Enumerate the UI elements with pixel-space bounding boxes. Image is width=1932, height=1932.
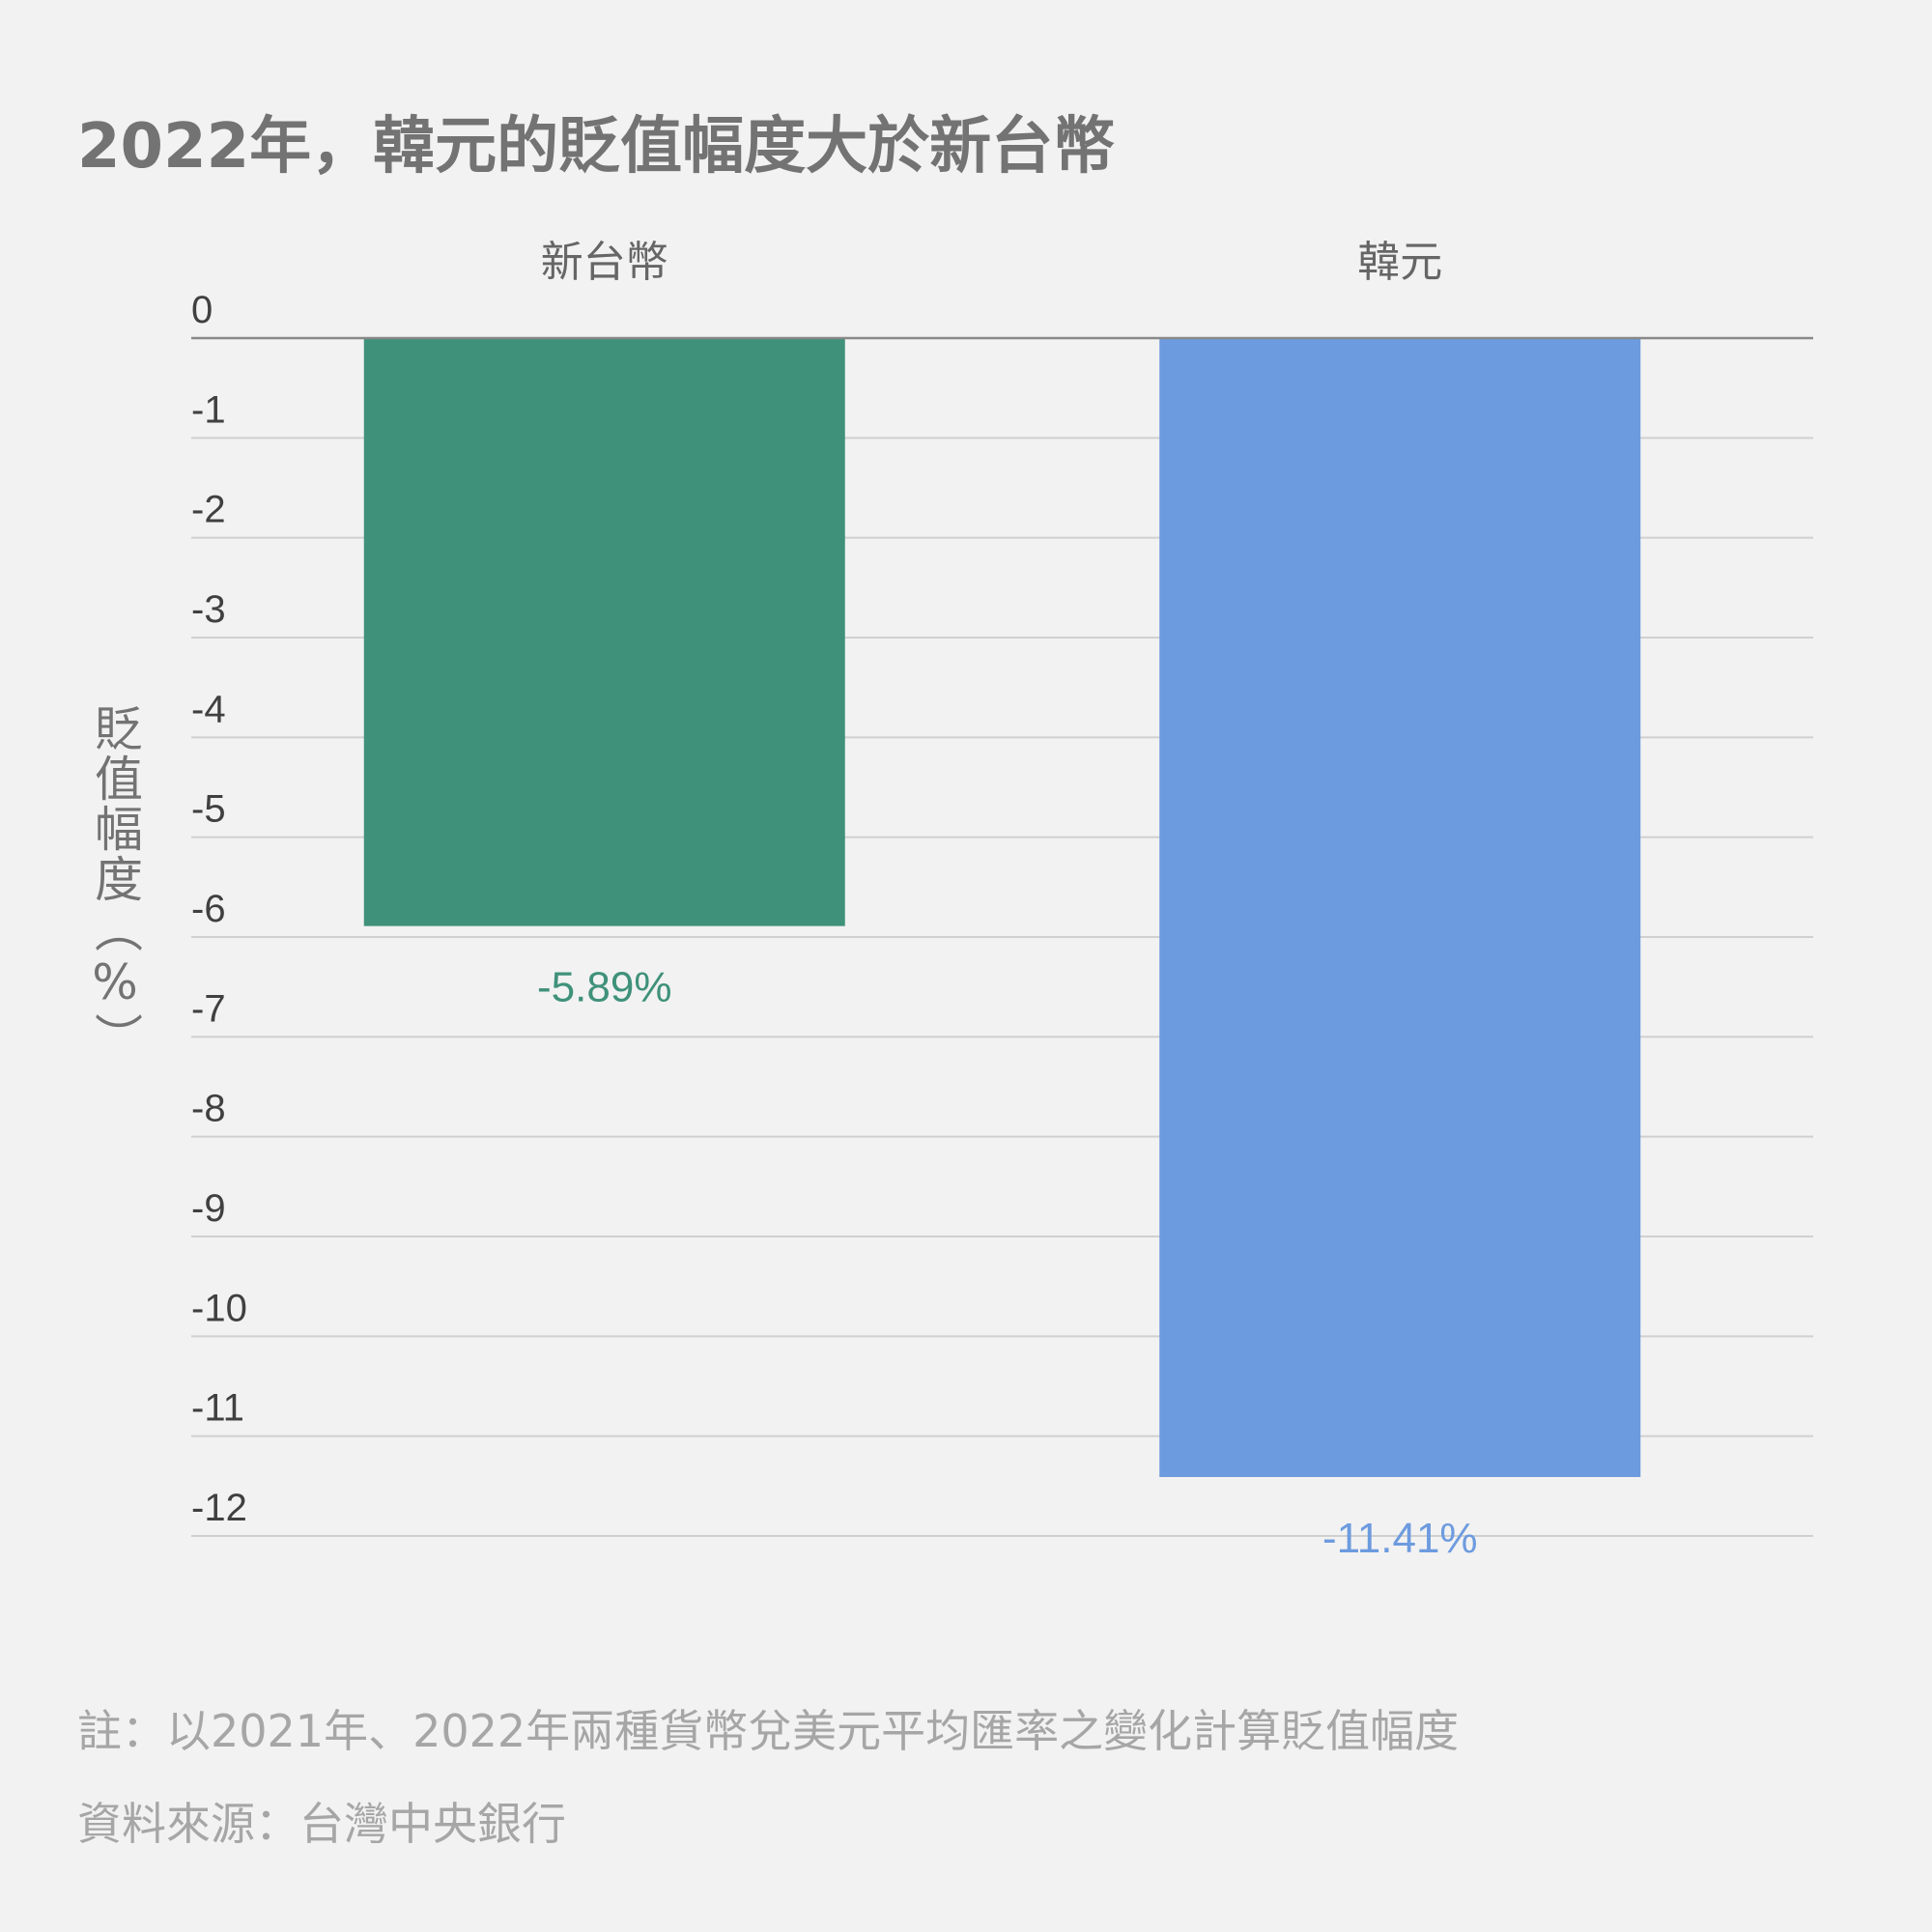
category-label: 韓元: [1357, 238, 1442, 287]
category-label: 新台幣: [541, 238, 668, 287]
y-tick-label: 0: [191, 289, 213, 331]
bar-krw: [1159, 338, 1641, 1478]
y-tick-label: -10: [191, 1287, 247, 1329]
y-tick-label: -8: [191, 1088, 226, 1130]
y-tick-label: -9: [191, 1187, 226, 1230]
chart-title: 2022年，韓元的貶值幅度大於新台幣: [77, 111, 1116, 183]
y-tick-label: -12: [191, 1487, 247, 1529]
y-tick-label: -3: [191, 588, 226, 631]
y-axis-label: 貶值幅度（%）: [87, 703, 143, 1063]
y-tick-label: -6: [191, 888, 226, 930]
y-tick-label: -4: [191, 688, 226, 730]
y-tick-label: -5: [191, 788, 226, 831]
data-label: -5.89%: [537, 964, 671, 1011]
y-tick-labels: 0 -1 -2 -3 -4 -5 -6 -7 -8 -9 -10 -11 -12: [191, 289, 247, 1529]
data-label: -11.41%: [1322, 1515, 1478, 1562]
data-labels: -5.89% -11.41%: [537, 964, 1478, 1562]
category-labels: 新台幣 韓元: [541, 238, 1443, 287]
y-tick-label: -11: [191, 1387, 244, 1430]
y-tick-label: -2: [191, 489, 226, 531]
bar-twd: [363, 338, 845, 926]
bars: [363, 338, 1641, 1478]
footnote: 註：以2021年、2022年兩種貨幣兌美元平均匯率之變化計算貶值幅度: [77, 1705, 1460, 1757]
source-note: 資料來源：台灣中央銀行: [77, 1798, 566, 1850]
y-tick-label: -7: [191, 987, 226, 1030]
y-tick-label: -1: [191, 388, 226, 431]
